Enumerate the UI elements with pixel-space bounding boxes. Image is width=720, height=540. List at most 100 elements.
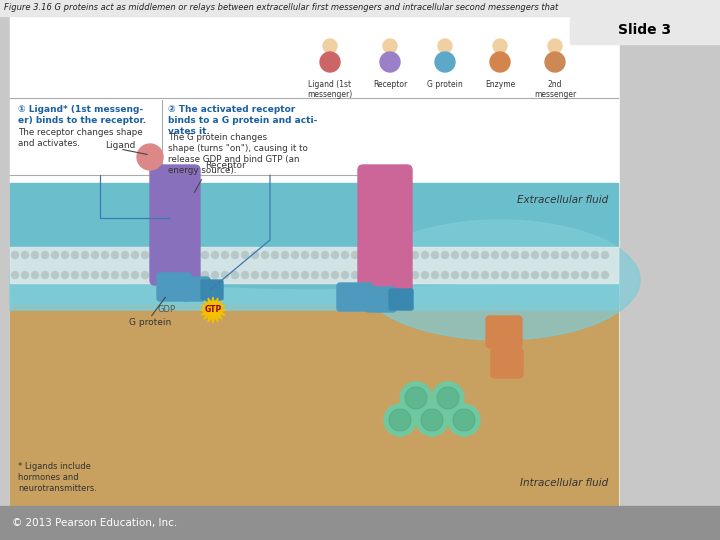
Circle shape xyxy=(42,272,48,279)
Circle shape xyxy=(222,272,228,279)
Circle shape xyxy=(222,252,228,259)
Circle shape xyxy=(312,252,318,259)
Circle shape xyxy=(416,404,448,436)
Circle shape xyxy=(361,272,369,279)
Text: Figure 3.16 G proteins act as middlemen or relays between extracellular first me: Figure 3.16 G proteins act as middlemen … xyxy=(4,3,558,12)
Circle shape xyxy=(81,272,89,279)
Circle shape xyxy=(302,252,308,259)
Circle shape xyxy=(91,252,99,259)
Circle shape xyxy=(32,252,38,259)
Circle shape xyxy=(441,252,449,259)
Circle shape xyxy=(161,272,168,279)
Circle shape xyxy=(112,272,119,279)
Circle shape xyxy=(389,409,411,431)
Circle shape xyxy=(383,39,397,53)
Text: G protein: G protein xyxy=(129,318,171,327)
Text: The G protein changes
shape (turns "on"), causing it to
release GDP and bind GTP: The G protein changes shape (turns "on")… xyxy=(168,133,308,176)
Circle shape xyxy=(392,252,398,259)
FancyBboxPatch shape xyxy=(150,165,200,285)
Circle shape xyxy=(192,252,199,259)
Text: G protein: G protein xyxy=(427,80,463,89)
Circle shape xyxy=(181,252,189,259)
Circle shape xyxy=(382,272,389,279)
Circle shape xyxy=(492,252,498,259)
Circle shape xyxy=(341,252,348,259)
Circle shape xyxy=(251,252,258,259)
Text: * Ligands include
hormones and
neurotransmitters.: * Ligands include hormones and neurotran… xyxy=(18,462,97,493)
FancyBboxPatch shape xyxy=(337,283,373,311)
Circle shape xyxy=(392,272,398,279)
Text: 2nd
messenger: 2nd messenger xyxy=(534,80,576,99)
Circle shape xyxy=(351,272,359,279)
Circle shape xyxy=(380,52,400,72)
Circle shape xyxy=(372,272,379,279)
Circle shape xyxy=(462,272,469,279)
Circle shape xyxy=(421,272,428,279)
Circle shape xyxy=(502,272,508,279)
Circle shape xyxy=(171,272,179,279)
Circle shape xyxy=(552,252,559,259)
Circle shape xyxy=(232,272,238,279)
Circle shape xyxy=(601,272,608,279)
Circle shape xyxy=(142,272,148,279)
Circle shape xyxy=(438,39,452,53)
Text: ① Ligand* (1st messeng-
er) binds to the receptor.: ① Ligand* (1st messeng- er) binds to the… xyxy=(18,105,146,125)
Circle shape xyxy=(582,252,588,259)
FancyBboxPatch shape xyxy=(201,280,223,300)
Circle shape xyxy=(548,39,562,53)
Circle shape xyxy=(320,52,340,72)
Circle shape xyxy=(271,272,279,279)
Circle shape xyxy=(490,52,510,72)
Circle shape xyxy=(511,272,518,279)
Text: Ligand (1st
messenger): Ligand (1st messenger) xyxy=(307,80,353,99)
Circle shape xyxy=(472,252,479,259)
Circle shape xyxy=(511,252,518,259)
Circle shape xyxy=(531,252,539,259)
Circle shape xyxy=(171,252,179,259)
Circle shape xyxy=(572,252,578,259)
Circle shape xyxy=(271,252,279,259)
Circle shape xyxy=(81,252,89,259)
Circle shape xyxy=(112,252,119,259)
Circle shape xyxy=(122,252,128,259)
Circle shape xyxy=(322,252,328,259)
Circle shape xyxy=(331,252,338,259)
Polygon shape xyxy=(200,297,226,323)
Circle shape xyxy=(52,272,58,279)
Circle shape xyxy=(552,272,559,279)
Circle shape xyxy=(331,272,338,279)
Circle shape xyxy=(572,272,578,279)
Text: Enzyme: Enzyme xyxy=(485,80,515,89)
Circle shape xyxy=(472,272,479,279)
Polygon shape xyxy=(10,270,618,310)
Circle shape xyxy=(582,272,588,279)
Circle shape xyxy=(382,252,389,259)
Bar xyxy=(0,506,720,540)
Circle shape xyxy=(61,252,68,259)
Circle shape xyxy=(453,409,475,431)
Circle shape xyxy=(492,272,498,279)
Text: Receptor: Receptor xyxy=(205,161,246,170)
Circle shape xyxy=(61,272,68,279)
Circle shape xyxy=(142,252,148,259)
Circle shape xyxy=(302,272,308,279)
Circle shape xyxy=(531,272,539,279)
Circle shape xyxy=(562,272,569,279)
Circle shape xyxy=(132,272,138,279)
Circle shape xyxy=(541,252,549,259)
Text: GDP: GDP xyxy=(158,305,176,314)
Text: The receptor changes shape
and activates.: The receptor changes shape and activates… xyxy=(18,128,143,148)
Circle shape xyxy=(12,252,19,259)
Text: ② The activated receptor
binds to a G protein and acti-
vates it.: ② The activated receptor binds to a G pr… xyxy=(168,105,318,136)
Circle shape xyxy=(161,252,168,259)
Circle shape xyxy=(137,144,163,170)
Circle shape xyxy=(441,272,449,279)
Circle shape xyxy=(448,404,480,436)
Circle shape xyxy=(71,252,78,259)
Circle shape xyxy=(601,252,608,259)
Circle shape xyxy=(212,252,218,259)
Circle shape xyxy=(341,272,348,279)
Circle shape xyxy=(71,272,78,279)
Circle shape xyxy=(562,252,569,259)
Bar xyxy=(10,183,618,303)
